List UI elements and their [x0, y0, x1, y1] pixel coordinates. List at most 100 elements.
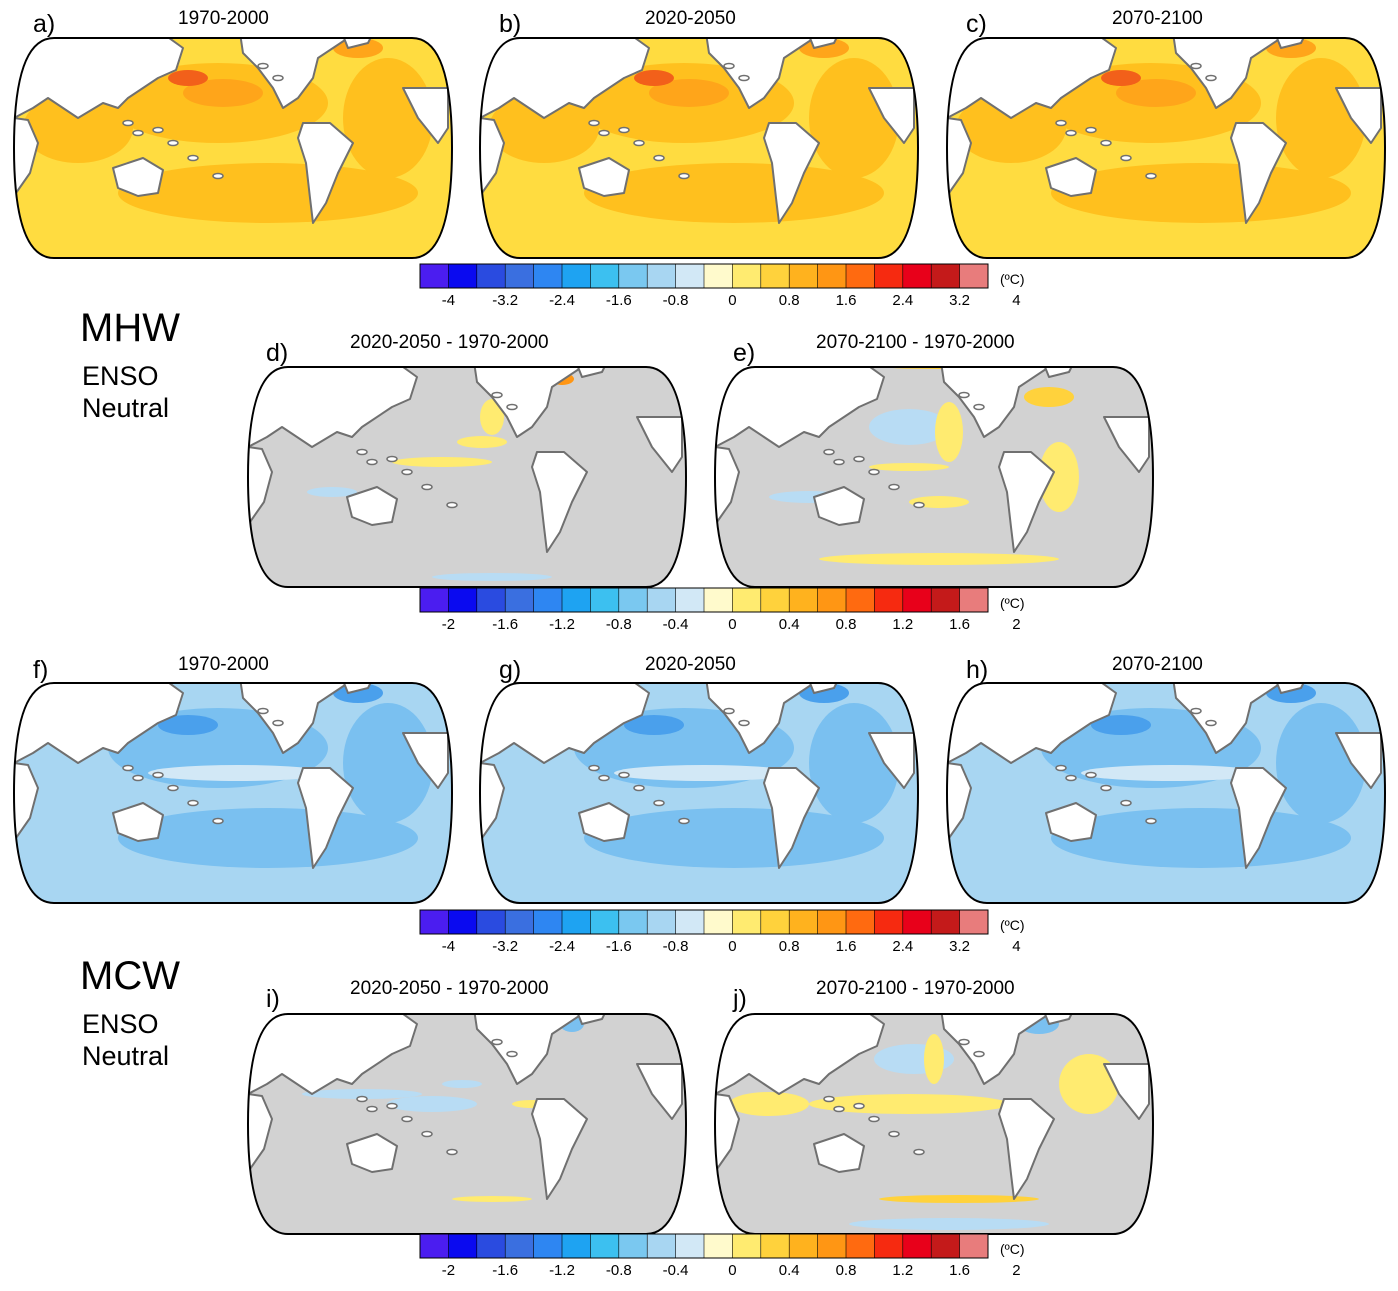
diff-band-alaska: [480, 399, 504, 435]
colorbar-tick-label: 2: [1012, 616, 1020, 632]
land-south-america: [297, 767, 354, 869]
land-island: [1190, 707, 1202, 715]
map-field: [480, 38, 918, 258]
colorbar-swatch: [732, 1234, 762, 1258]
land-africa-east: [947, 117, 972, 194]
colorbar-swatch: [476, 588, 506, 612]
land-north-america: [473, 1014, 583, 1085]
colorbar-swatch: [533, 588, 563, 612]
ocean-band-southern: [118, 808, 418, 868]
diff-band-southern: [819, 553, 1059, 565]
ocean-band-kuroshio-extension: [649, 79, 729, 107]
land-south-america: [1230, 122, 1287, 224]
colorbar-swatch: [704, 910, 733, 934]
land-australia: [813, 1133, 865, 1173]
colorbar-tick-label: -0.8: [663, 292, 689, 308]
land-island: [1120, 154, 1132, 162]
panel-letter: a): [33, 10, 56, 38]
land-africa-east: [14, 762, 39, 839]
land-island: [421, 1130, 433, 1138]
land-island: [167, 139, 179, 147]
map-field: [715, 1014, 1153, 1234]
land-island: [738, 74, 750, 82]
colorbar-swatch: [675, 910, 705, 934]
diff-band-atlantic: [1059, 1054, 1119, 1114]
colorbar-swatch: [959, 1234, 989, 1258]
colorbar-swatch: [505, 910, 534, 934]
colorbar-frame: [419, 1233, 989, 1259]
land-eurasia: [248, 367, 418, 448]
colorbar-swatch: [590, 1234, 620, 1258]
map-field: [14, 38, 452, 258]
colorbar-frame: [419, 587, 989, 613]
colorbar-swatch: [647, 1234, 676, 1258]
land-africa-west: [402, 732, 449, 789]
panel-title: 2070-2100: [1112, 8, 1203, 29]
ocean-band-equatorial: [148, 765, 328, 781]
panel-title: 2020-2050 - 1970-2000: [350, 332, 549, 353]
land-island: [833, 1105, 845, 1113]
land-eurasia: [480, 683, 650, 764]
colorbar-swatch: [533, 264, 563, 288]
land-island: [257, 707, 269, 715]
colorbar-tick-label: 1.6: [949, 616, 970, 632]
map-frame: [12, 682, 454, 904]
diff-band-indian: [729, 1092, 809, 1116]
colorbar-swatch: [760, 910, 790, 934]
map-field: [248, 1014, 686, 1234]
colorbar-tick-label: 1.2: [892, 616, 913, 632]
land-island: [401, 468, 413, 476]
colorbar-tick-label: -1.6: [492, 1262, 518, 1278]
land-north-america: [705, 683, 815, 754]
land-north-america: [705, 38, 815, 109]
colorbar-tick-label: 0.4: [779, 1262, 800, 1278]
land-island: [853, 455, 865, 463]
diff-band-southern-cool: [432, 573, 552, 581]
diff-band-gulf-stream: [1024, 387, 1074, 407]
colorbar-tick-label: 3.2: [949, 292, 970, 308]
land-eurasia: [480, 38, 650, 119]
map-panel-e: [713, 366, 1155, 588]
land-greenland: [571, 367, 613, 378]
map-field: [715, 367, 1153, 587]
colorbar-tick-label: -3.2: [492, 292, 518, 308]
colorbar-tick-label: 1.6: [836, 292, 857, 308]
ocean-band-equatorial: [1081, 765, 1261, 781]
land-island: [1065, 129, 1077, 137]
land-island: [491, 1038, 503, 1046]
land-south-america: [763, 767, 820, 869]
land-south-america: [998, 451, 1055, 553]
ocean-band-kuroshio: [1091, 715, 1151, 735]
map-frame: [945, 682, 1387, 904]
land-island: [356, 448, 368, 456]
land-island: [633, 784, 645, 792]
colorbar-swatch: [931, 264, 960, 288]
colorbar-tick-label: 1.6: [949, 1262, 970, 1278]
land-antarctica: [14, 902, 452, 903]
land-australia: [1045, 802, 1097, 842]
colorbar-swatch: [647, 264, 676, 288]
colorbar-tick-label: 0: [728, 1262, 736, 1278]
colorbar-tick-label: -1.2: [549, 616, 575, 632]
land-australia: [112, 802, 164, 842]
land-island: [1065, 774, 1077, 782]
diff-band-southern: [452, 1196, 532, 1202]
land-south-america: [998, 1098, 1055, 1200]
colorbar-tick-label: 2.4: [892, 938, 913, 954]
land-island: [356, 1095, 368, 1103]
land-island: [1145, 172, 1157, 180]
diff-band-ne-pacific: [935, 402, 963, 462]
colorbar-swatch: [817, 264, 847, 288]
colorbar-tick-label: -1.2: [549, 1262, 575, 1278]
land-island: [853, 1102, 865, 1110]
land-island: [723, 62, 735, 70]
colorbar-tick-label: -0.8: [606, 616, 632, 632]
colorbar-swatch: [931, 1234, 960, 1258]
map-field: [14, 683, 452, 903]
land-island: [588, 119, 600, 127]
colorbar-swatch: [902, 588, 932, 612]
colorbar-swatch: [476, 264, 506, 288]
land-island: [386, 455, 398, 463]
land-island: [1190, 62, 1202, 70]
land-island: [973, 1050, 985, 1058]
